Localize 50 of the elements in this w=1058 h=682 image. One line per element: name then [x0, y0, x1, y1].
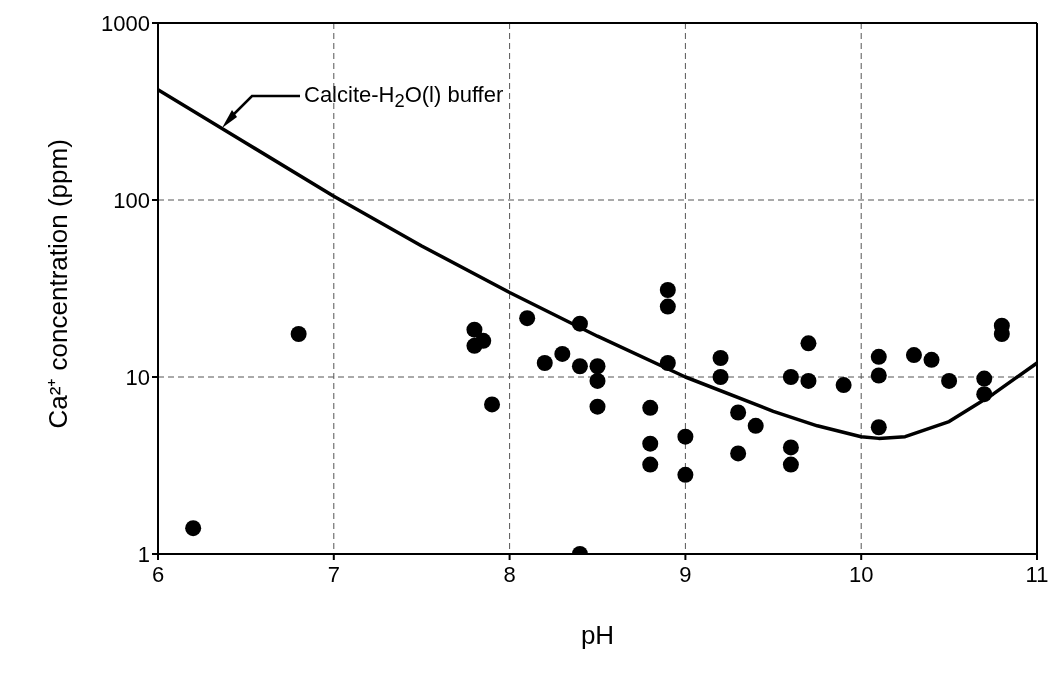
- point: [554, 345, 571, 362]
- point: [642, 399, 659, 416]
- point: [589, 358, 606, 375]
- point: [589, 372, 606, 389]
- point: [730, 404, 747, 421]
- point: [536, 354, 553, 371]
- x-tick-label: 10: [848, 561, 874, 587]
- point: [782, 456, 799, 473]
- point: [484, 396, 501, 413]
- point: [730, 445, 747, 462]
- point: [800, 335, 817, 352]
- y-tick-label: 1000: [101, 10, 150, 36]
- point: [870, 367, 887, 384]
- point: [677, 428, 694, 445]
- x-axis-title: pH: [580, 620, 615, 650]
- point: [659, 298, 676, 315]
- point: [677, 466, 694, 483]
- point: [519, 310, 536, 327]
- point: [782, 369, 799, 385]
- point: [659, 282, 676, 299]
- y-tick-label: 10: [125, 364, 150, 390]
- y-axis-title: Ca²⁺ concentration (ppm): [43, 139, 74, 429]
- x-tick-label: 11: [1025, 561, 1049, 587]
- point: [589, 398, 606, 415]
- point: [642, 456, 659, 473]
- annotation: Calcite-H$_{2}$O(l) buffer: [304, 82, 504, 113]
- point: [905, 347, 922, 364]
- point: [712, 369, 729, 385]
- point: [976, 370, 993, 387]
- point: [642, 435, 659, 452]
- point: [870, 419, 887, 436]
- point: [747, 417, 764, 434]
- point: [475, 332, 492, 349]
- point: [290, 325, 307, 342]
- point: [941, 372, 958, 389]
- x-tick-label: 6: [151, 561, 165, 587]
- point: [923, 351, 940, 368]
- y-tick-label: 100: [113, 187, 150, 213]
- x-tick-label: 7: [327, 561, 340, 587]
- x-tick-label: 9: [679, 561, 692, 587]
- point: [571, 358, 588, 375]
- point: [870, 348, 887, 365]
- point: [466, 321, 483, 338]
- point: [782, 439, 799, 456]
- point: [712, 350, 729, 367]
- point: [185, 520, 202, 537]
- y-tick-label: 1: [137, 541, 150, 567]
- point: [835, 377, 852, 394]
- x-tick-label: 8: [503, 561, 516, 587]
- point: [800, 372, 817, 389]
